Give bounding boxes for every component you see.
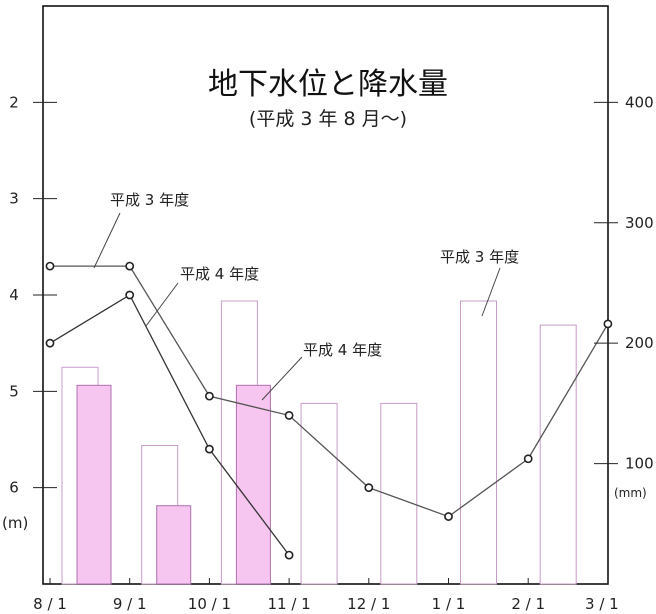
line-heisei3 bbox=[45, 261, 613, 521]
annotation-leader-line-1 bbox=[93, 212, 121, 269]
line-heisei3-point bbox=[204, 391, 214, 401]
bar-heisei3 bbox=[539, 324, 577, 585]
line-heisei3-point bbox=[364, 483, 374, 493]
line-heisei3-point bbox=[284, 411, 294, 420]
line-heisei4-point bbox=[284, 550, 294, 560]
x-tick-label: 8 / 1 bbox=[33, 595, 67, 613]
line-heisei3-point bbox=[603, 319, 613, 329]
right-tick-label: 300 bbox=[625, 214, 654, 232]
right-axis-unit: (mm) bbox=[614, 486, 647, 500]
bars-heisei4 bbox=[76, 384, 271, 585]
line-heisei3-point bbox=[125, 261, 135, 271]
line-heisei3-path bbox=[50, 265, 609, 518]
chart-subtitle: (平成 3 年 8 月～) bbox=[249, 108, 407, 130]
left-tick-label: 2 bbox=[9, 93, 19, 111]
left-axis-unit: (m) bbox=[2, 514, 28, 532]
x-tick-label: 10 / 1 bbox=[188, 595, 231, 613]
line-heisei4 bbox=[45, 290, 294, 560]
right-axis-ticks: 100 200 300 400 bbox=[594, 93, 654, 473]
annotation-label: 平成 3 年度 bbox=[110, 191, 189, 209]
annotation-leader-line-4 bbox=[481, 267, 501, 317]
annotation-leader-line-2 bbox=[145, 282, 179, 327]
x-tick-label: 9 / 1 bbox=[113, 595, 147, 613]
x-tick-label: 1 / 1 bbox=[432, 595, 466, 613]
chart-title: 地下水位と降水量 bbox=[208, 67, 448, 102]
left-tick-label: 5 bbox=[9, 382, 19, 400]
line-heisei4-point bbox=[204, 444, 214, 454]
bar-heisei3 bbox=[300, 402, 338, 585]
left-tick-label: 6 bbox=[9, 479, 19, 497]
line-heisei3-point bbox=[444, 512, 453, 521]
bar-heisei3 bbox=[460, 300, 497, 585]
line-heisei4-path bbox=[49, 294, 290, 556]
right-tick-label: 100 bbox=[625, 455, 654, 473]
x-tick-label: 12 / 1 bbox=[347, 595, 390, 613]
left-tick-label: 4 bbox=[9, 286, 19, 304]
bar-heisei4 bbox=[156, 505, 192, 585]
line-heisei4-point bbox=[125, 290, 135, 300]
bar-heisei4 bbox=[235, 384, 271, 585]
x-tick-label: 11 / 1 bbox=[267, 595, 310, 613]
line-heisei3-point bbox=[523, 454, 533, 464]
right-tick-label: 200 bbox=[625, 334, 654, 352]
annotation-leader-line-3 bbox=[261, 356, 303, 401]
annotation-label: 平成 4 年度 bbox=[303, 341, 382, 359]
left-tick-label: 3 bbox=[9, 190, 19, 208]
x-tick-label: 3 / 1 bbox=[585, 595, 619, 613]
bar-heisei3 bbox=[380, 402, 418, 585]
x-tick-label: 2 / 1 bbox=[511, 595, 545, 613]
line-heisei4-point bbox=[45, 338, 55, 348]
bar-heisei4 bbox=[76, 384, 112, 585]
left-axis-ticks: 2 3 4 5 6 bbox=[9, 93, 57, 497]
annotation-label: 平成 4 年度 bbox=[180, 265, 259, 283]
annotation-label: 平成 3 年度 bbox=[440, 248, 519, 266]
line-heisei3-point bbox=[45, 261, 55, 271]
x-axis-ticks: 8 / 1 9 / 1 10 / 1 11 / 1 12 / 1 1 / 1 2 / 1 3 … bbox=[33, 578, 619, 613]
right-tick-label: 400 bbox=[625, 93, 654, 111]
